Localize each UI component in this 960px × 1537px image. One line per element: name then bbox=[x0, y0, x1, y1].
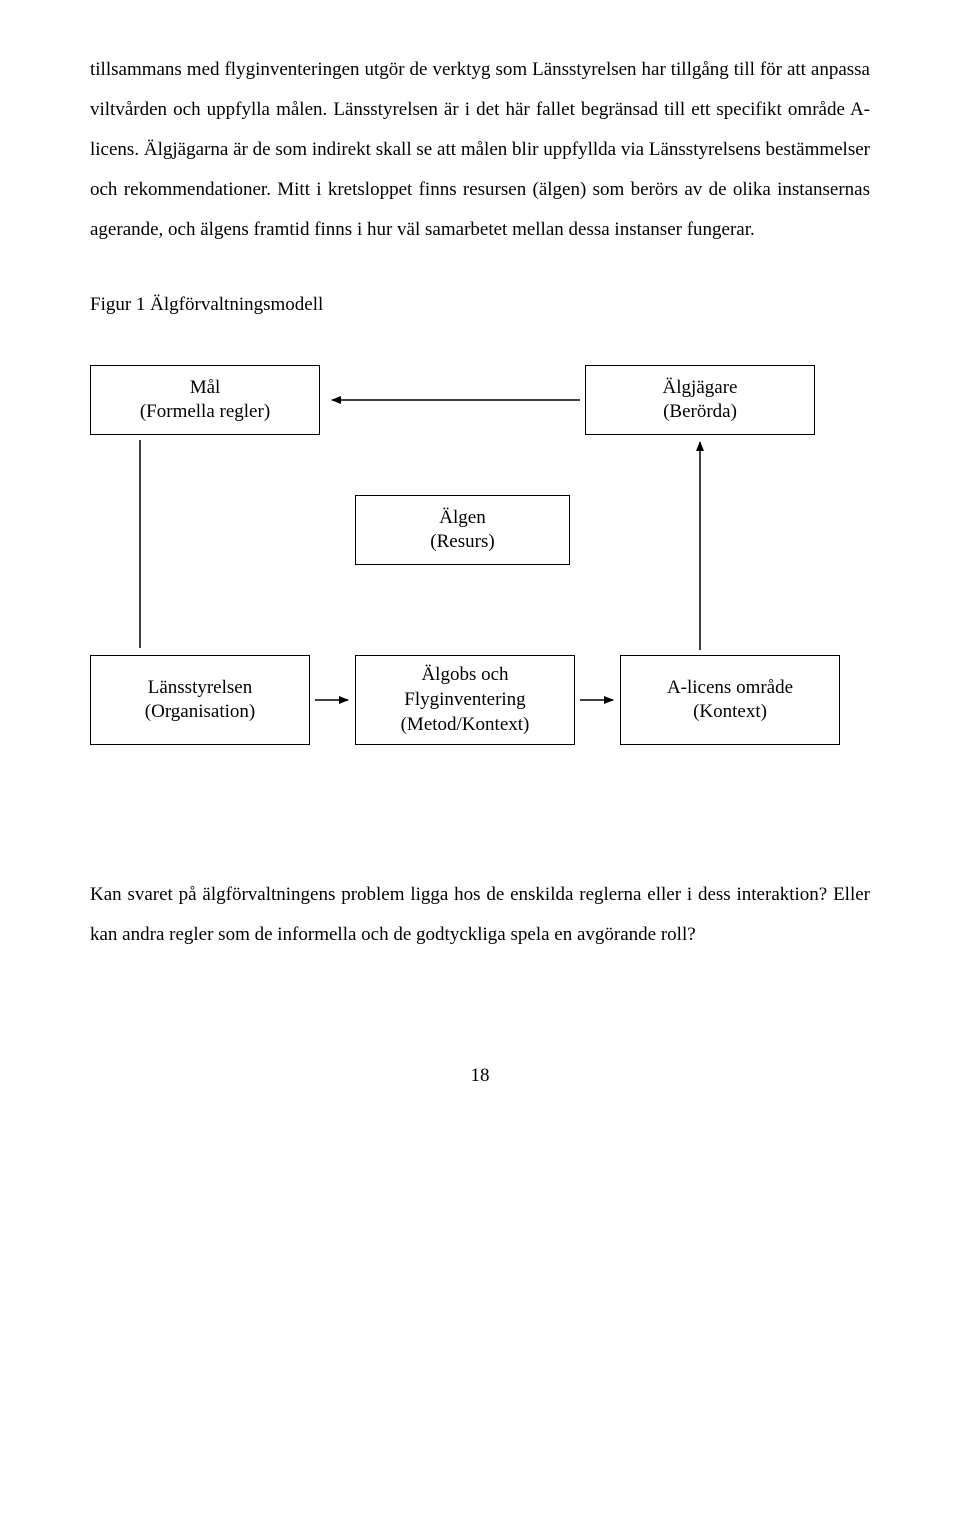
node-alicens-l1: A-licens område bbox=[667, 676, 793, 701]
node-algobs: Älgobs och Flyginventering (Metod/Kontex… bbox=[355, 655, 575, 745]
node-alicens: A-licens område (Kontext) bbox=[620, 655, 840, 745]
body-paragraph-2: Kan svaret på älgförvaltningens problem … bbox=[90, 875, 870, 955]
node-algjagare-l2: (Berörda) bbox=[663, 400, 737, 425]
node-algobs-l2: (Metod/Kontext) bbox=[401, 713, 530, 738]
node-algobs-l1: Flyginventering bbox=[404, 688, 525, 713]
node-mal-l1: Mål bbox=[190, 376, 221, 401]
node-algjagare: Älgjägare (Berörda) bbox=[585, 365, 815, 435]
page-number: 18 bbox=[90, 1065, 870, 1087]
node-mal: Mål (Formella regler) bbox=[90, 365, 320, 435]
node-algjagare-l1: Älgjägare bbox=[663, 376, 738, 401]
figure-caption: Figur 1 Älgförvaltningsmodell bbox=[90, 285, 870, 325]
flowchart-diagram: Mål (Formella regler) Älgjägare (Berörda… bbox=[90, 365, 870, 785]
node-lansstyrelsen: Länsstyrelsen (Organisation) bbox=[90, 655, 310, 745]
node-algen-l1: Älgen bbox=[439, 506, 485, 531]
node-alicens-l2: (Kontext) bbox=[693, 700, 767, 725]
node-algen: Älgen (Resurs) bbox=[355, 495, 570, 565]
node-lansst-l2: (Organisation) bbox=[145, 700, 255, 725]
node-lansst-l1: Länsstyrelsen bbox=[148, 676, 252, 701]
node-algen-l2: (Resurs) bbox=[430, 530, 494, 555]
node-algobs-l0: Älgobs och bbox=[421, 663, 508, 688]
body-paragraph-1: tillsammans med flyginventeringen utgör … bbox=[90, 50, 870, 249]
node-mal-l2: (Formella regler) bbox=[140, 400, 270, 425]
